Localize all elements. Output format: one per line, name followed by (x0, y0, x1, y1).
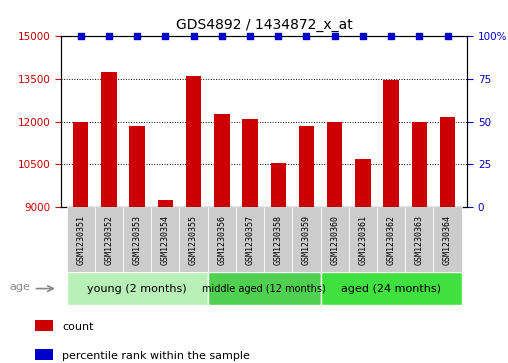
Bar (242, 119, 258, 207)
Text: count: count (62, 322, 93, 331)
Text: percentile rank within the sample: percentile rank within the sample (62, 351, 250, 361)
Text: GSM1230361: GSM1230361 (359, 215, 367, 265)
Bar (208, 207, 236, 272)
Bar (67, 272, 208, 305)
Bar (123, 207, 151, 272)
Bar (293, 207, 321, 272)
Bar (157, 200, 173, 207)
Text: GSM1230355: GSM1230355 (189, 215, 198, 265)
Point (133, 33, 141, 39)
Bar (151, 207, 179, 272)
Bar (214, 114, 230, 207)
Text: GSM1230360: GSM1230360 (330, 215, 339, 265)
Title: GDS4892 / 1434872_x_at: GDS4892 / 1434872_x_at (176, 19, 353, 33)
Point (162, 33, 170, 39)
Point (443, 33, 452, 39)
Text: GSM1230351: GSM1230351 (76, 215, 85, 265)
Text: GSM1230352: GSM1230352 (105, 215, 113, 265)
Text: young (2 months): young (2 months) (87, 284, 187, 294)
Text: GSM1230363: GSM1230363 (415, 215, 424, 265)
Text: GSM1230358: GSM1230358 (274, 215, 283, 265)
Bar (327, 122, 342, 207)
Text: GSM1230364: GSM1230364 (443, 215, 452, 265)
Bar (179, 207, 208, 272)
Text: age: age (9, 282, 30, 292)
Point (359, 33, 367, 39)
Point (218, 33, 226, 39)
Bar (95, 207, 123, 272)
Bar (411, 122, 427, 207)
Text: GSM1230359: GSM1230359 (302, 215, 311, 265)
Bar (299, 126, 314, 207)
Bar (377, 207, 405, 272)
Text: GSM1230362: GSM1230362 (387, 215, 396, 265)
Bar (384, 80, 399, 207)
Bar (101, 72, 117, 207)
Bar (349, 207, 377, 272)
Point (302, 33, 310, 39)
Point (387, 33, 395, 39)
Bar (208, 272, 321, 305)
Bar (35, 349, 53, 360)
Point (274, 33, 282, 39)
Bar (186, 76, 201, 207)
Point (189, 33, 198, 39)
Text: middle aged (12 months): middle aged (12 months) (202, 284, 326, 294)
Bar (67, 207, 95, 272)
Text: GSM1230353: GSM1230353 (133, 215, 142, 265)
Text: GSM1230356: GSM1230356 (217, 215, 227, 265)
Point (331, 33, 339, 39)
Bar (355, 159, 371, 207)
Point (416, 33, 424, 39)
Bar (270, 163, 286, 207)
Text: GSM1230357: GSM1230357 (245, 215, 255, 265)
Bar (130, 126, 145, 207)
Bar (405, 207, 433, 272)
Bar (321, 272, 462, 305)
Bar (264, 207, 293, 272)
Bar (73, 122, 88, 207)
Point (77, 33, 85, 39)
Point (105, 33, 113, 39)
Bar (35, 320, 53, 331)
Bar (440, 117, 455, 207)
Bar (321, 207, 349, 272)
Point (246, 33, 254, 39)
Bar (433, 207, 462, 272)
Bar (236, 207, 264, 272)
Text: aged (24 months): aged (24 months) (341, 284, 441, 294)
Text: GSM1230354: GSM1230354 (161, 215, 170, 265)
